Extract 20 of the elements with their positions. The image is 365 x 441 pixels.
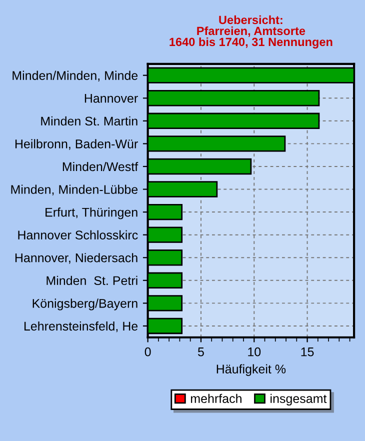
x-tick-label: 5 [198,348,204,356]
y-tick-label: Minden/Westf [62,162,138,172]
y-tick-label: Minden, Minden-Lübbe [11,184,138,196]
chart-title: Uebersicht: Pfarreien, Amtsorte 1640 bis 1740, 31 Nennungen [170,15,332,48]
y-tick-label: Minden St. Martin [41,116,138,126]
x-axis-title: Häufigkeit % [216,364,286,376]
legend-label: insgesamt [270,394,327,406]
y-tick-label: Heilbronn, Baden-Wür [15,139,138,150]
x-tick-label: 10 [248,347,261,356]
y-tick-label: Hannover [84,94,138,103]
x-tick-label: 15 [301,348,314,356]
y-tick-label: Hannover Schlosskirc [18,230,138,240]
x-tick-label: 0 [144,347,151,356]
legend-label: mehrfach [190,394,242,404]
y-tick-label: Königsberg/Bayern [32,298,138,310]
y-tick-label: Hannover, Niedersach [15,253,138,264]
y-tick-label: Minden St. Petri [46,276,138,286]
y-tick-label: Erfurt, Thüringen [46,208,138,220]
y-tick-label: Lehrensteinsfeld, He [24,321,138,332]
y-tick-label: Minden/Minden, Minde [12,70,138,82]
